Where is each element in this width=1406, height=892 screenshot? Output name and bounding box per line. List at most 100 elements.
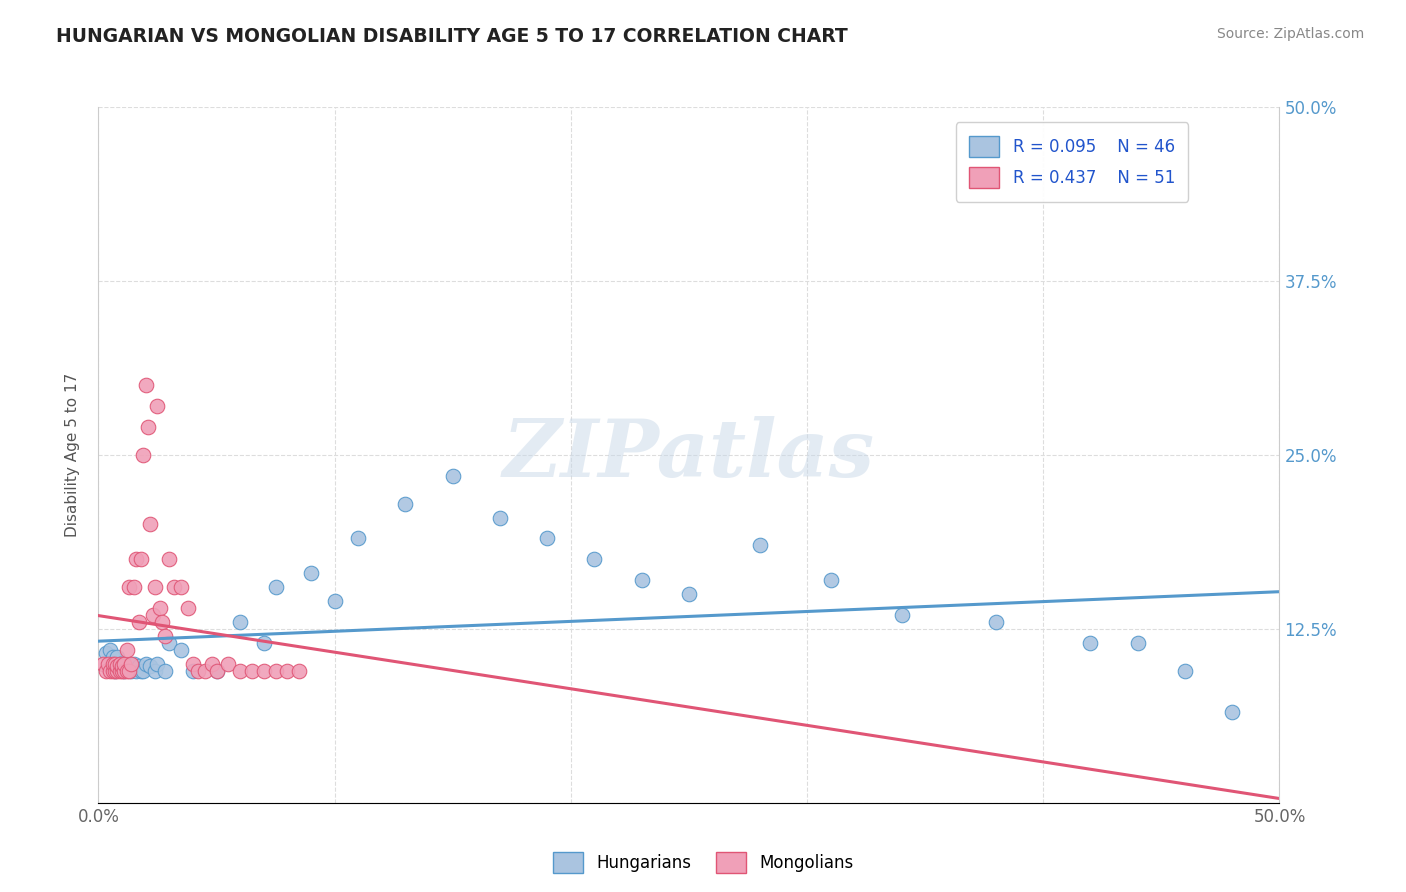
- Point: [122, 580, 145, 594]
- Point: [150, 615, 173, 629]
- Point: [229, 664, 252, 678]
- Point: [101, 657, 124, 671]
- Point: [299, 566, 322, 581]
- Point: [163, 580, 186, 594]
- Point: [347, 532, 370, 546]
- Point: [984, 615, 1007, 629]
- Point: [149, 601, 172, 615]
- Point: [118, 664, 141, 678]
- Point: [118, 659, 141, 673]
- Point: [187, 664, 209, 678]
- Point: [170, 580, 193, 594]
- Point: [104, 657, 127, 671]
- Point: [115, 664, 138, 678]
- Point: [170, 642, 193, 657]
- Point: [394, 497, 416, 511]
- Text: HUNGARIAN VS MONGOLIAN DISABILITY AGE 5 TO 17 CORRELATION CHART: HUNGARIAN VS MONGOLIAN DISABILITY AGE 5 …: [56, 27, 848, 45]
- Text: ZIPatlas: ZIPatlas: [503, 417, 875, 493]
- Point: [157, 636, 180, 650]
- Point: [181, 657, 204, 671]
- Point: [181, 664, 204, 678]
- Point: [201, 657, 224, 671]
- Point: [142, 607, 165, 622]
- Point: [146, 399, 169, 413]
- Point: [139, 659, 162, 673]
- Point: [108, 657, 131, 671]
- Point: [108, 664, 131, 678]
- Point: [121, 664, 143, 678]
- Point: [135, 657, 157, 671]
- Point: [323, 594, 346, 608]
- Point: [194, 664, 217, 678]
- Point: [276, 664, 298, 678]
- Point: [441, 468, 464, 483]
- Point: [536, 532, 558, 546]
- Point: [132, 448, 155, 462]
- Point: [101, 664, 124, 678]
- Y-axis label: Disability Age 5 to 17: Disability Age 5 to 17: [65, 373, 80, 537]
- Point: [146, 657, 169, 671]
- Point: [111, 657, 134, 671]
- Point: [118, 580, 141, 594]
- Point: [121, 657, 143, 671]
- Point: [108, 657, 131, 671]
- Text: Source: ZipAtlas.com: Source: ZipAtlas.com: [1216, 27, 1364, 41]
- Point: [111, 659, 134, 673]
- Point: [253, 664, 276, 678]
- Point: [101, 649, 124, 664]
- Point: [1126, 636, 1149, 650]
- Point: [112, 657, 135, 671]
- Point: [115, 642, 138, 657]
- Point: [748, 538, 770, 552]
- Point: [104, 664, 127, 678]
- Point: [240, 664, 263, 678]
- Point: [98, 642, 121, 657]
- Point: [205, 664, 228, 678]
- Point: [94, 664, 117, 678]
- Legend: R = 0.095    N = 46, R = 0.437    N = 51: R = 0.095 N = 46, R = 0.437 N = 51: [956, 122, 1188, 202]
- Point: [128, 615, 150, 629]
- Point: [153, 629, 176, 643]
- Point: [264, 580, 287, 594]
- Point: [104, 664, 127, 678]
- Point: [630, 573, 652, 587]
- Point: [820, 573, 842, 587]
- Point: [115, 657, 138, 671]
- Point: [583, 552, 606, 566]
- Point: [177, 601, 200, 615]
- Point: [264, 664, 287, 678]
- Point: [105, 649, 128, 664]
- Point: [143, 580, 166, 594]
- Point: [135, 378, 157, 392]
- Point: [105, 664, 128, 678]
- Point: [1220, 706, 1243, 720]
- Point: [112, 664, 135, 678]
- Point: [125, 664, 148, 678]
- Point: [122, 657, 145, 671]
- Point: [111, 664, 134, 678]
- Point: [94, 646, 117, 660]
- Legend: Hungarians, Mongolians: Hungarians, Mongolians: [546, 846, 860, 880]
- Point: [132, 664, 155, 678]
- Point: [136, 420, 159, 434]
- Point: [139, 517, 162, 532]
- Point: [253, 636, 276, 650]
- Point: [217, 657, 239, 671]
- Point: [288, 664, 311, 678]
- Point: [678, 587, 700, 601]
- Point: [98, 664, 121, 678]
- Point: [143, 664, 166, 678]
- Point: [890, 607, 912, 622]
- Point: [157, 552, 180, 566]
- Point: [129, 664, 152, 678]
- Point: [129, 552, 152, 566]
- Point: [1174, 664, 1197, 678]
- Point: [229, 615, 252, 629]
- Point: [205, 664, 228, 678]
- Point: [1080, 636, 1102, 650]
- Point: [97, 657, 120, 671]
- Point: [112, 664, 135, 678]
- Point: [128, 659, 150, 673]
- Point: [91, 657, 114, 671]
- Point: [153, 664, 176, 678]
